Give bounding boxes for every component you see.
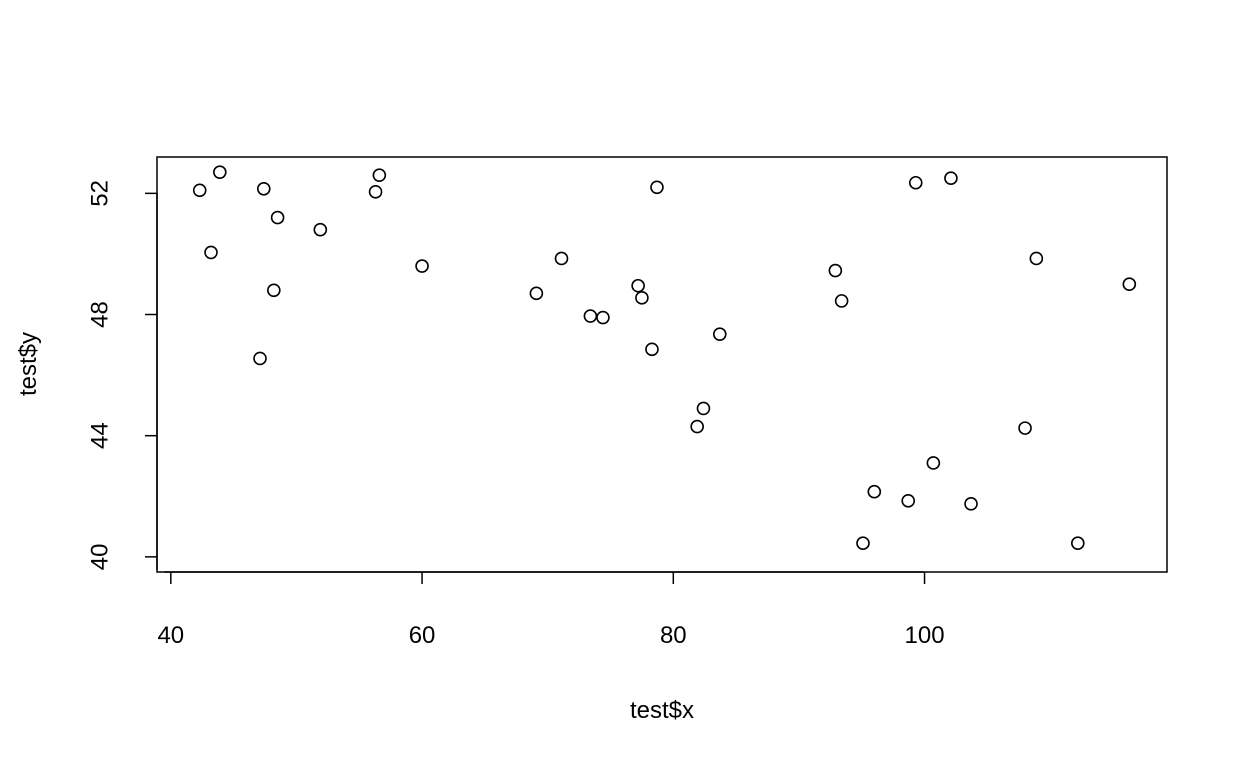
data-point — [529, 286, 544, 301]
data-point — [645, 342, 659, 357]
y-tick-label: 48 — [86, 301, 113, 328]
data-point — [415, 259, 429, 273]
data-point — [690, 419, 704, 434]
y-tick-label: 44 — [86, 422, 113, 449]
data-point — [313, 222, 328, 237]
data-point — [1018, 421, 1032, 435]
data-point — [253, 351, 267, 366]
data-point — [944, 171, 958, 186]
data-point — [1071, 536, 1085, 551]
data-point — [192, 183, 207, 198]
y-axis-label: test$y — [15, 332, 42, 396]
data-point — [828, 263, 843, 278]
data-point — [867, 484, 882, 499]
y-ticks: 40 44 48 52 — [86, 180, 157, 570]
data-point — [908, 175, 923, 190]
data-points — [192, 165, 1137, 551]
plot-frame — [156, 156, 1168, 573]
y-tick-label: 40 — [86, 544, 113, 571]
data-point — [256, 182, 271, 196]
data-point — [635, 291, 649, 305]
data-point — [926, 456, 941, 470]
x-tick-label: 40 — [157, 622, 184, 649]
data-point — [650, 180, 664, 195]
data-point — [368, 185, 383, 199]
data-point — [834, 294, 849, 308]
y-tick-label: 52 — [86, 180, 113, 207]
x-axis: 40 60 80 100 — [157, 571, 945, 649]
data-point — [901, 494, 916, 508]
x-tick-label: 80 — [660, 622, 687, 649]
y-axis: 40 44 48 52 — [86, 180, 158, 570]
data-point — [696, 401, 711, 416]
data-point — [856, 536, 870, 551]
data-point — [270, 210, 285, 225]
x-tick-label: 100 — [905, 622, 945, 649]
data-point — [583, 309, 598, 323]
data-point — [204, 245, 218, 260]
data-point — [372, 168, 387, 182]
x-ticks: 40 60 80 100 — [157, 572, 945, 649]
data-point — [596, 310, 610, 325]
x-axis-label: test$x — [630, 697, 694, 724]
data-point — [964, 497, 978, 511]
x-tick-label: 60 — [409, 622, 436, 649]
data-point — [554, 251, 569, 266]
data-point — [631, 278, 645, 293]
data-point — [213, 165, 227, 179]
data-point — [1122, 277, 1137, 292]
data-point — [1029, 251, 1044, 266]
data-point — [267, 283, 281, 298]
data-point — [712, 327, 727, 342]
